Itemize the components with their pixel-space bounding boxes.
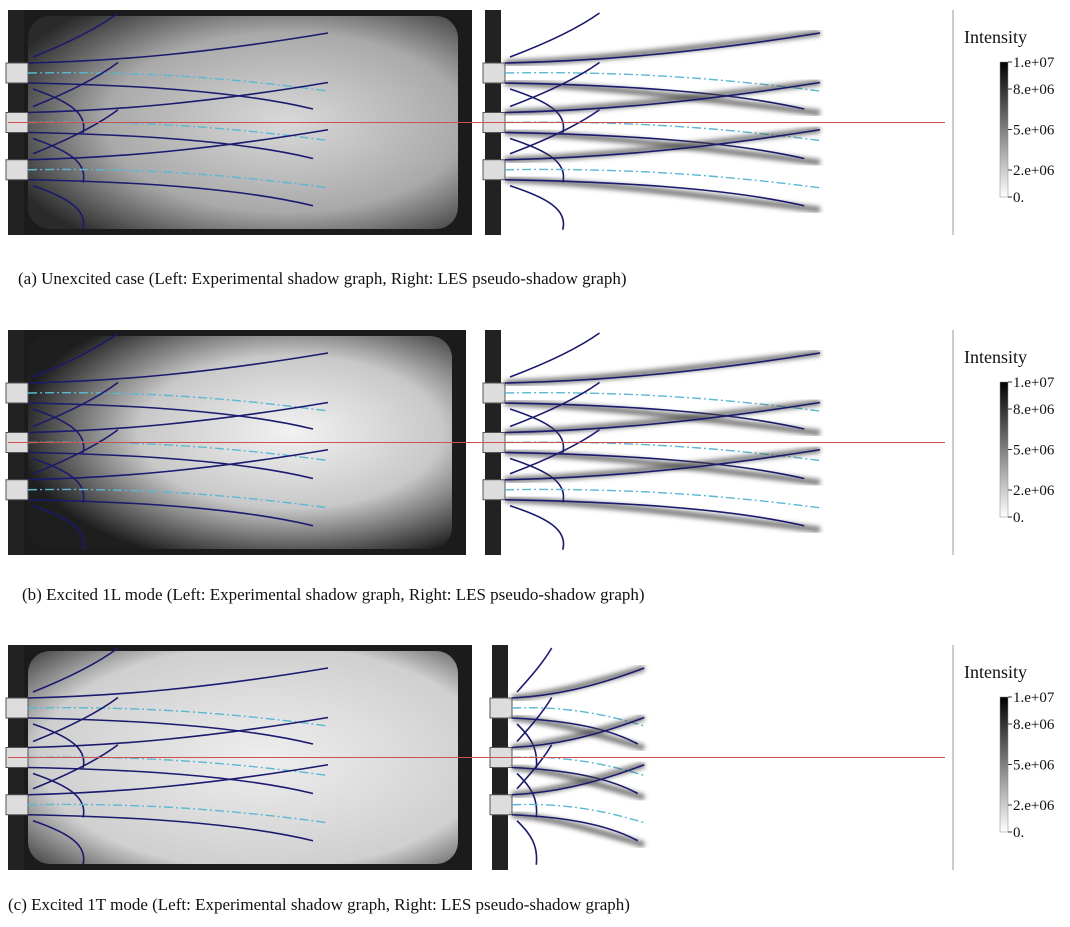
colorbar-tick-label: 2.e+06 <box>1013 798 1055 814</box>
colorbar-tick-label: 0. <box>1013 510 1024 526</box>
injector <box>6 795 28 815</box>
colorbar <box>1000 62 1008 197</box>
colorbar <box>1000 382 1008 517</box>
injector <box>490 795 512 815</box>
colorbar-tick-label: 8.e+06 <box>1013 717 1055 733</box>
colorbar-tick-label: 5.e+06 <box>1013 443 1055 459</box>
colorbar-tick-label: 1.e+07 <box>1013 55 1055 71</box>
injector <box>490 698 512 718</box>
colorbar-tick-label: 1.e+07 <box>1013 690 1055 706</box>
injector <box>483 383 505 403</box>
figure: Intensity 1.e+07 8.e+06 5.e+06 2.e+06 0. (a) U… <box>0 0 1070 922</box>
colorbar-tick-label: 5.e+06 <box>1013 758 1055 774</box>
panel: Intensity 1.e+07 8.e+06 5.e+06 2.e+06 0. (c) E… <box>6 645 1055 914</box>
panel: Intensity 1.e+07 8.e+06 5.e+06 2.e+06 0. (a) U… <box>6 10 1055 288</box>
colorbar-tick-label: 1.e+07 <box>1013 375 1055 391</box>
colorbar-tick-label: 8.e+06 <box>1013 82 1055 98</box>
caption: (a) Unexcited case (Left: Experimental s… <box>18 269 627 288</box>
colorbar-title: Intensity <box>964 347 1027 367</box>
caption: (b) Excited 1L mode (Left: Experimental … <box>22 585 645 604</box>
colorbar-tick-label: 8.e+06 <box>1013 402 1055 418</box>
injector <box>483 160 505 180</box>
injector <box>6 63 28 83</box>
colorbar-title: Intensity <box>964 662 1027 682</box>
colorbar <box>1000 697 1008 832</box>
injector <box>6 383 28 403</box>
colorbar-tick-label: 0. <box>1013 190 1024 206</box>
colorbar-tick-label: 5.e+06 <box>1013 123 1055 139</box>
injector <box>6 698 28 718</box>
caption: (c) Excited 1T mode (Left: Experimental … <box>8 895 630 914</box>
colorbar-tick-label: 2.e+06 <box>1013 163 1055 179</box>
colorbar-tick-label: 2.e+06 <box>1013 483 1055 499</box>
injector <box>483 63 505 83</box>
colorbar-title: Intensity <box>964 27 1027 47</box>
panel: Intensity 1.e+07 8.e+06 5.e+06 2.e+06 0. (b) E… <box>6 330 1055 604</box>
injector <box>6 160 28 180</box>
injector <box>6 480 28 500</box>
colorbar-tick-label: 0. <box>1013 825 1024 841</box>
injector <box>483 480 505 500</box>
